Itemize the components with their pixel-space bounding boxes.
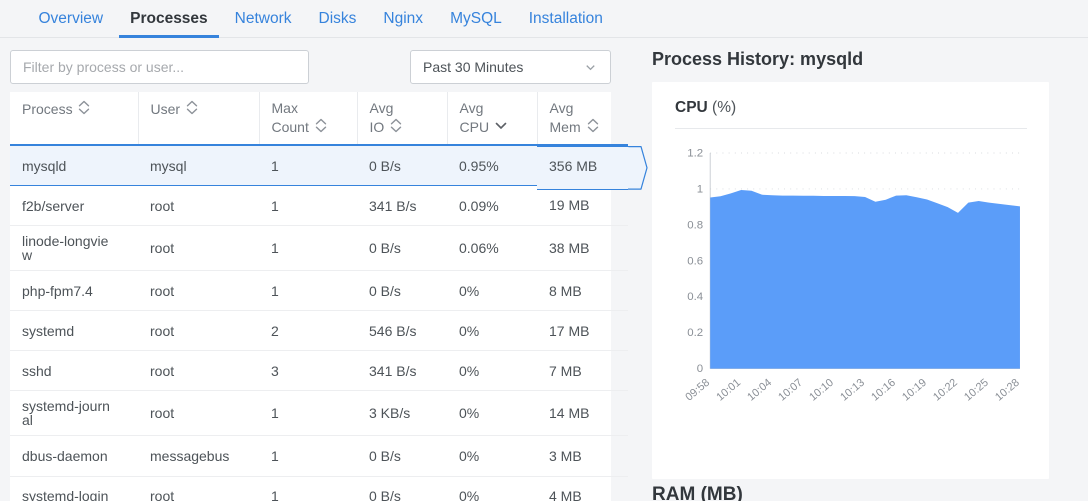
svg-text:0.4: 0.4 — [687, 291, 704, 303]
svg-text:0.8: 0.8 — [687, 219, 703, 231]
svg-text:0: 0 — [697, 363, 703, 375]
svg-text:10:13: 10:13 — [838, 377, 867, 404]
svg-text:10:01: 10:01 — [714, 377, 743, 404]
svg-text:10:04: 10:04 — [745, 377, 774, 404]
svg-text:10:07: 10:07 — [776, 377, 805, 404]
svg-text:10:16: 10:16 — [869, 377, 898, 404]
svg-text:0.6: 0.6 — [687, 255, 703, 267]
svg-text:10:28: 10:28 — [993, 377, 1022, 404]
svg-text:09:58: 09:58 — [683, 377, 712, 404]
svg-text:0.2: 0.2 — [687, 327, 703, 339]
svg-text:1: 1 — [697, 183, 703, 195]
svg-text:10:10: 10:10 — [807, 377, 836, 404]
svg-text:1.2: 1.2 — [687, 148, 703, 160]
svg-text:10:25: 10:25 — [962, 377, 991, 404]
svg-text:10:22: 10:22 — [931, 377, 960, 404]
svg-text:10:19: 10:19 — [900, 377, 929, 404]
